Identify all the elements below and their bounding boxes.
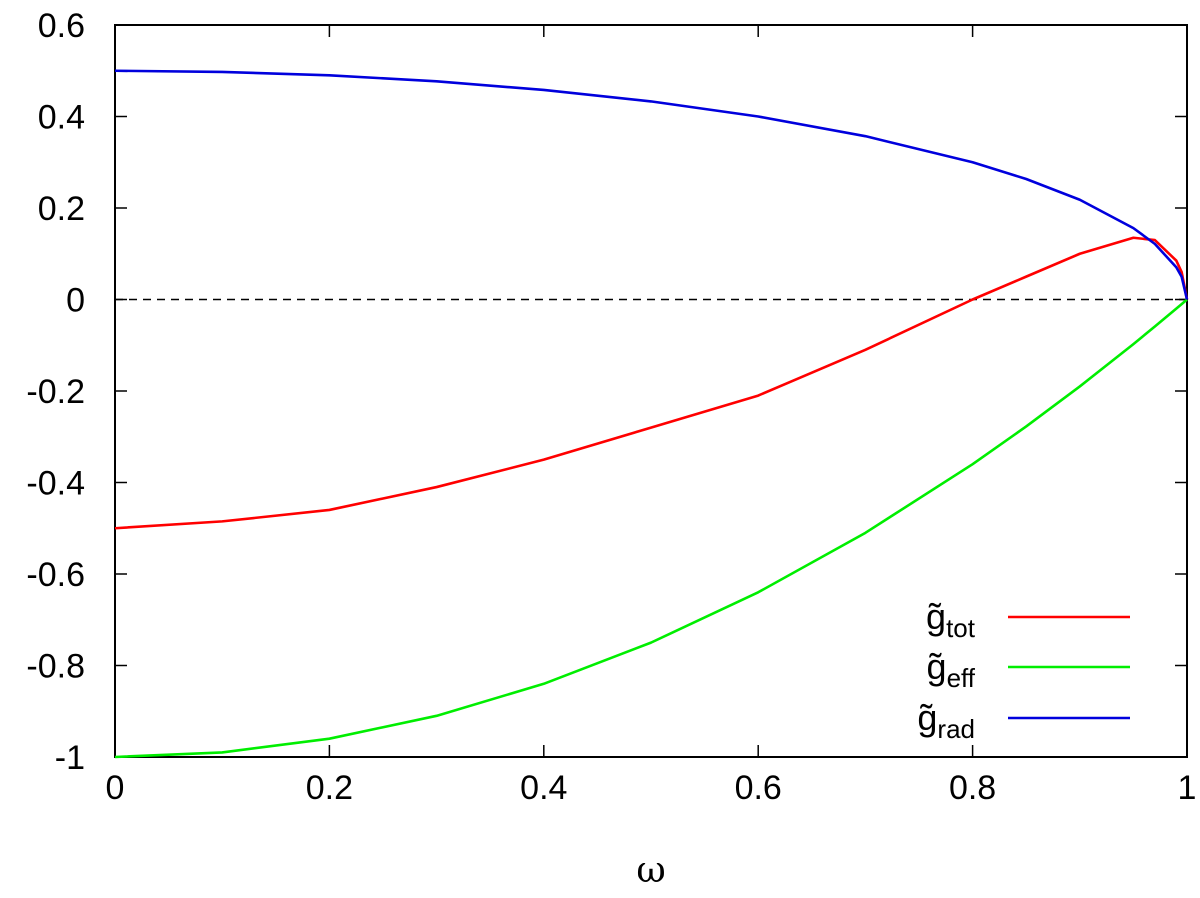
y-tick-label: -0.4 <box>26 465 85 503</box>
legend-label-tot: g̃tot <box>926 596 976 643</box>
x-tick-label: 0 <box>106 769 125 807</box>
y-tick-label: -1 <box>55 739 85 777</box>
legend-label-rad: g̃rad <box>917 697 975 744</box>
series-line-rad <box>114 69 1189 300</box>
x-axis-label: ω <box>636 850 665 891</box>
y-tick-label: -0.6 <box>26 556 85 594</box>
y-tick-label: 0.4 <box>38 99 85 137</box>
series-line-eff <box>114 298 1188 759</box>
y-tick-label: 0.2 <box>38 190 85 228</box>
legend-label-base: g̃ <box>927 646 947 687</box>
legend-label-base: g̃ <box>926 596 946 637</box>
legend-label-subscript: rad <box>937 714 975 744</box>
y-tick-label: 0 <box>66 282 85 320</box>
legend-label-base: g̃ <box>917 697 937 738</box>
x-tick-label: 0.8 <box>949 769 996 807</box>
y-tick-label: -0.2 <box>26 373 85 411</box>
x-tick-label: 0.2 <box>306 769 353 807</box>
legend-label-subscript: eff <box>947 663 976 693</box>
legend-label-subscript: tot <box>946 613 976 643</box>
x-tick-label: 1 <box>1178 769 1197 807</box>
y-tick-label: 0.6 <box>38 7 85 45</box>
series-line-tot <box>114 236 1189 530</box>
legend-label-eff: g̃eff <box>927 646 976 693</box>
x-tick-label: 0.6 <box>735 769 782 807</box>
y-tick-label: -0.8 <box>26 648 85 686</box>
axis-ticks: 0 0.2 0.4 0.6 0.8 1 -1 -0.8 -0.6 -0.4 -0.2 0 0.2 0.4 0… <box>26 7 1196 807</box>
series-layer <box>114 69 1189 759</box>
plot-area-frame <box>114 24 1188 758</box>
x-tick-label: 0.4 <box>520 769 567 807</box>
